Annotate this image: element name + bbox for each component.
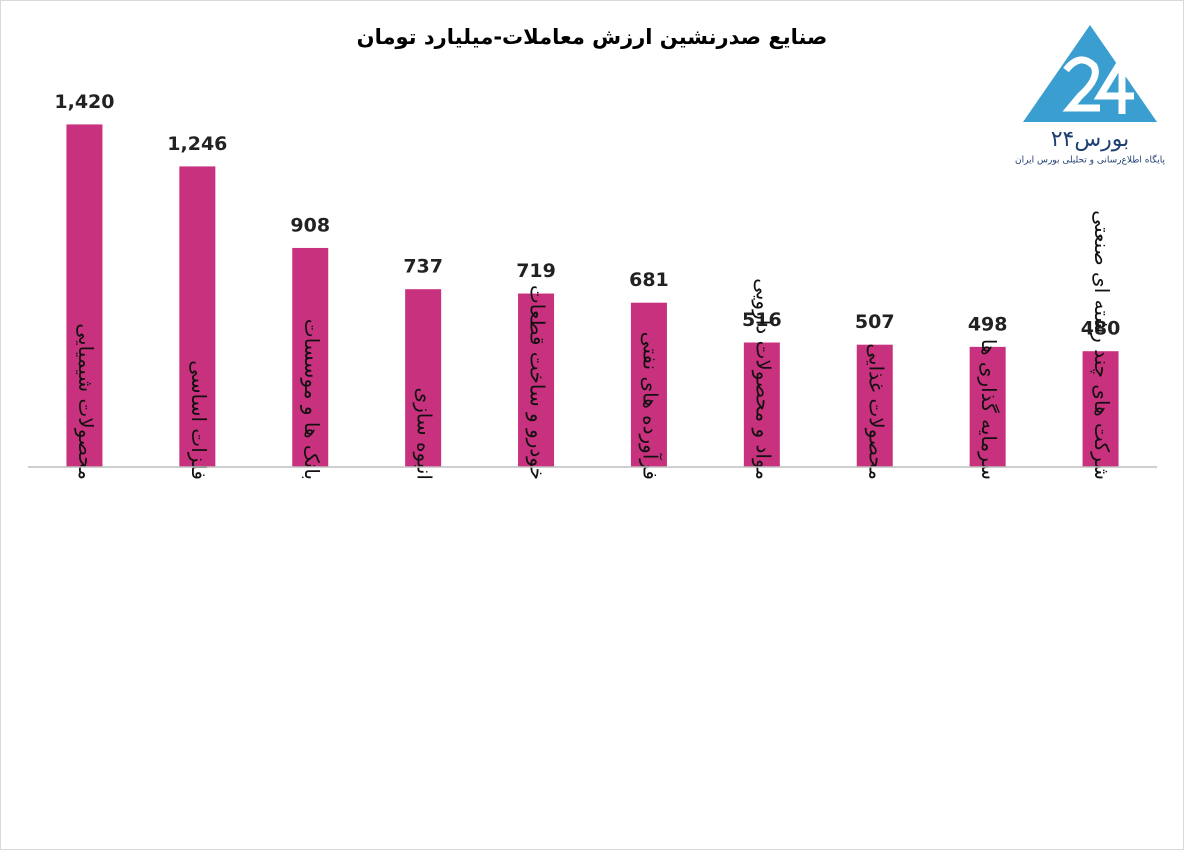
chart-title: صنایع صدرنشین ارزش معاملات-میلیارد تومان: [357, 25, 828, 49]
x-tick-label: خودرو و ساخت قطعات: [526, 285, 550, 480]
x-tick-label: شرکت های چند رشته ای صنعتی: [1090, 210, 1114, 480]
bar: [179, 166, 216, 467]
logo-tagline: پایگاه اطلاع‌رسانی و تحلیلی بورس ایران: [1015, 154, 1165, 166]
x-tick-label: بانک ها و موسسات: [300, 319, 324, 480]
value-label: 1,246: [167, 133, 227, 155]
x-tick-label: انبوه سازی: [413, 387, 437, 480]
bar: [292, 247, 329, 467]
bar: [518, 293, 555, 467]
value-label: 737: [403, 256, 443, 278]
bar: [743, 342, 780, 467]
value-label: 681: [629, 269, 669, 291]
x-tick-label: سرمایه گذاری ها: [977, 339, 1001, 480]
x-tick-label: محصولات غذایی: [864, 343, 888, 480]
value-label: 516: [742, 309, 782, 331]
bar: [66, 124, 103, 468]
value-label: 507: [855, 311, 895, 333]
x-tick-label: مواد و محصولات دارویی: [751, 278, 775, 480]
bar: [969, 346, 1006, 467]
x-tick-label: فلزات اساسی: [187, 360, 211, 480]
x-tick-label: محصولات شیمیایی: [74, 323, 98, 480]
value-label: 908: [290, 214, 330, 236]
logo-four: [1093, 58, 1134, 114]
bar: [856, 344, 893, 467]
logo-name: بورس۲۴: [1051, 127, 1130, 152]
bar: [630, 302, 667, 467]
value-label: 719: [516, 260, 556, 282]
bar: [405, 289, 442, 467]
logo: بورس۲۴ پایگاه اطلاع‌رسانی و تحلیلی بورس …: [1015, 25, 1165, 166]
bar: [1082, 351, 1119, 467]
x-tick-label: فرآورده های نفتی: [638, 332, 663, 480]
value-label: 480: [1081, 318, 1121, 340]
value-label: 1,420: [54, 91, 114, 113]
value-label: 498: [968, 313, 1008, 335]
logo-two: [1062, 56, 1100, 112]
